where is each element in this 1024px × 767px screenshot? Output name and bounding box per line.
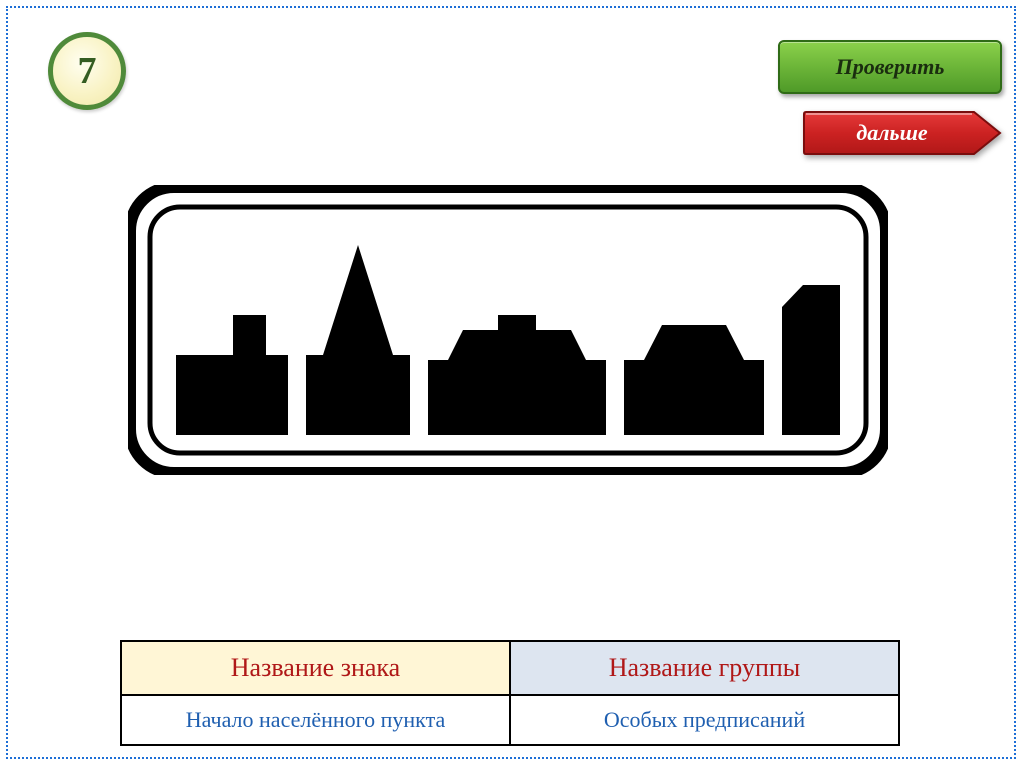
check-button-label: Проверить <box>836 54 945 80</box>
value-group-name: Особых предписаний <box>510 695 899 745</box>
next-button[interactable]: дальше <box>802 110 1002 156</box>
road-sign <box>128 185 888 475</box>
built-up-area-sign-icon <box>128 185 888 475</box>
slide-number: 7 <box>78 49 97 93</box>
answer-table: Название знака Название группы Начало на… <box>120 640 900 746</box>
slide-number-badge: 7 <box>48 32 126 110</box>
value-sign-name: Начало населённого пункта <box>121 695 510 745</box>
header-sign-name: Название знака <box>121 641 510 695</box>
next-button-label: дальше <box>802 110 982 156</box>
header-group-name: Название группы <box>510 641 899 695</box>
check-button[interactable]: Проверить <box>778 40 1002 94</box>
